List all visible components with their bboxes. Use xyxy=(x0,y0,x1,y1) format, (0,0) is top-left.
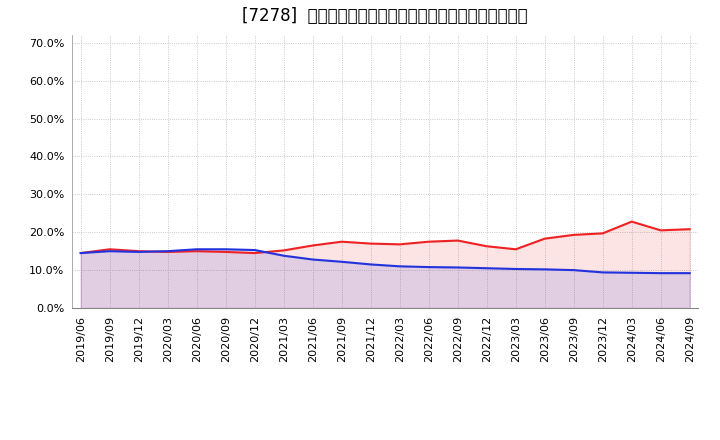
現預金 xyxy=(279,248,288,253)
有利子負債 xyxy=(105,249,114,254)
現預金 xyxy=(454,238,462,243)
有利子負債 xyxy=(135,249,143,255)
現預金 xyxy=(511,247,520,252)
現預金 xyxy=(135,249,143,254)
有利子負債 xyxy=(366,262,375,267)
現預金 xyxy=(251,250,259,256)
現預金 xyxy=(570,232,578,238)
現預金 xyxy=(395,242,404,247)
有利子負債 xyxy=(541,267,549,272)
Title: [7278]  現預金、有利子負債の総資産に対する比率の推移: [7278] 現預金、有利子負債の総資産に対する比率の推移 xyxy=(243,7,528,26)
有利子負債 xyxy=(454,265,462,270)
有利子負債 xyxy=(395,264,404,269)
現預金 xyxy=(163,249,172,255)
有利子負債 xyxy=(598,270,607,275)
現預金 xyxy=(76,250,85,256)
現預金 xyxy=(598,231,607,236)
現預金 xyxy=(192,249,201,254)
Legend: 現預金, 有利子負債: 現預金, 有利子負債 xyxy=(297,438,473,440)
有利子負債 xyxy=(627,270,636,275)
現預金 xyxy=(424,239,433,244)
有利子負債 xyxy=(338,259,346,264)
現預金 xyxy=(366,241,375,246)
現預金 xyxy=(308,243,317,248)
有利子負債 xyxy=(76,250,85,256)
現預金 xyxy=(541,236,549,241)
現預金 xyxy=(105,247,114,252)
有利子負債 xyxy=(279,253,288,258)
現預金 xyxy=(657,227,665,233)
現預金 xyxy=(685,227,694,232)
Line: 有利子負債: 有利子負債 xyxy=(81,249,690,273)
有利子負債 xyxy=(251,247,259,253)
有利子負債 xyxy=(482,266,491,271)
有利子負債 xyxy=(685,271,694,276)
現預金 xyxy=(627,219,636,224)
現預金 xyxy=(338,239,346,244)
有利子負債 xyxy=(308,257,317,262)
有利子負債 xyxy=(424,264,433,270)
有利子負債 xyxy=(192,247,201,252)
現預金 xyxy=(482,244,491,249)
有利子負債 xyxy=(221,247,230,252)
有利子負債 xyxy=(657,271,665,276)
有利子負債 xyxy=(570,268,578,273)
現預金 xyxy=(221,249,230,255)
Line: 現預金: 現預金 xyxy=(81,222,690,253)
有利子負債 xyxy=(511,266,520,271)
有利子負債 xyxy=(163,249,172,254)
